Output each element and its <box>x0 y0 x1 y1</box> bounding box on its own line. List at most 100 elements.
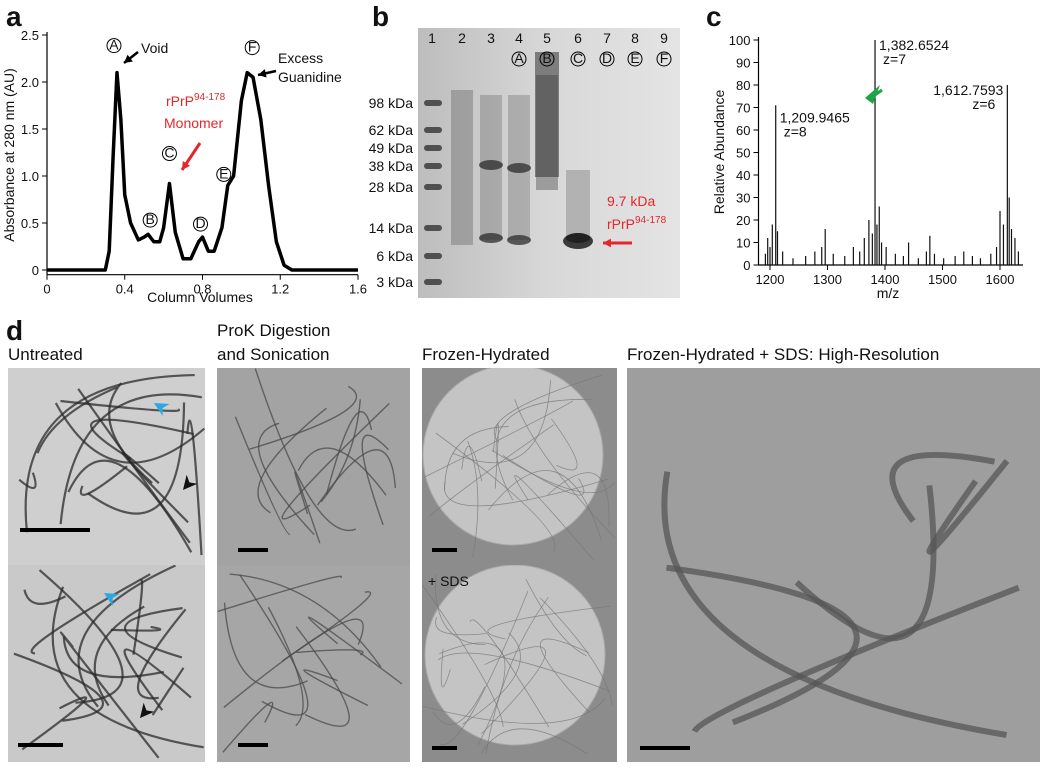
y-tick-label: 40 <box>736 168 750 183</box>
arrow-head <box>865 85 880 104</box>
fibril <box>234 416 291 536</box>
peak-label: 1,612.7593 <box>933 82 1003 98</box>
fibril <box>18 472 37 489</box>
fibril <box>437 652 611 692</box>
data-line <box>47 70 358 272</box>
fibril <box>93 605 145 707</box>
peak-letter: A <box>109 37 119 53</box>
fibril <box>691 584 1020 734</box>
fibril <box>547 472 610 527</box>
micrograph <box>217 565 410 762</box>
y-tick-label: 0.5 <box>21 216 39 231</box>
fibril <box>467 440 479 558</box>
gel-band <box>563 233 593 249</box>
micrograph-title: ProK Digestion <box>217 321 330 340</box>
fibril <box>257 422 315 536</box>
fibril <box>229 573 382 668</box>
arrowhead-marker <box>154 403 170 417</box>
lane-number: 5 <box>543 30 551 46</box>
arrow-head <box>603 238 611 248</box>
arrow-head <box>182 161 190 170</box>
peak-label: 1,382.6524 <box>879 37 949 53</box>
annotation-text: rPrP <box>607 216 635 232</box>
gel-band <box>507 235 531 245</box>
y-axis-label: Absorbance at 280 nm (AU) <box>1 68 17 242</box>
fibril <box>77 565 176 708</box>
fraction-marker <box>627 51 643 67</box>
peak-charge: z=7 <box>883 51 906 67</box>
fibril <box>492 423 499 489</box>
lane-smear <box>451 90 473 245</box>
fibril <box>295 626 350 727</box>
fibril <box>87 402 186 515</box>
annotation: Excess <box>278 50 323 66</box>
lane-number: 4 <box>515 30 523 46</box>
micrograph <box>8 368 205 565</box>
x-tick-label: 0 <box>43 282 50 297</box>
band-label: 9.7 kDa <box>607 193 655 209</box>
arrowhead-marker <box>104 593 120 607</box>
marker-label: 28 kDa <box>369 179 414 195</box>
fibril <box>514 475 594 561</box>
fibril <box>308 616 403 685</box>
y-tick-label: 60 <box>736 123 750 138</box>
ladder-band <box>424 225 442 231</box>
ladder-band <box>424 163 442 169</box>
marker-label: 62 kDa <box>369 122 414 138</box>
fibril <box>493 374 603 443</box>
panel-label: c <box>706 1 722 32</box>
ladder-band <box>424 184 442 190</box>
marker-label: 14 kDa <box>369 220 414 236</box>
fibril <box>440 648 451 688</box>
panel-label: d <box>6 315 23 346</box>
fibril <box>320 399 361 503</box>
fibril <box>432 686 486 725</box>
micrograph-title: Frozen-Hydrated <box>422 345 550 364</box>
lane-smear <box>566 170 590 240</box>
inset-label: + SDS <box>428 573 469 589</box>
annotation-sup: 94-178 <box>194 92 226 103</box>
marker-label: 49 kDa <box>369 140 414 156</box>
y-tick-label: 20 <box>736 213 750 228</box>
fraction-letter: D <box>602 50 612 66</box>
annotation: Monomer <box>164 115 223 131</box>
y-tick-label: 70 <box>736 101 750 116</box>
fibril <box>62 636 164 679</box>
fraction-marker <box>511 51 527 67</box>
fraction-letter: F <box>660 50 669 66</box>
lane-smear <box>535 52 559 177</box>
peak-charge: z=6 <box>972 96 995 112</box>
lane-number: 2 <box>458 30 466 46</box>
arrow-head <box>124 54 133 63</box>
annotation: rPrP94-178 <box>166 92 226 109</box>
fraction-marker <box>539 51 555 67</box>
ladder-band <box>424 145 442 151</box>
fibril <box>77 388 191 544</box>
fibril <box>422 698 606 724</box>
fraction-marker <box>656 51 672 67</box>
fraction-letter: B <box>542 50 551 66</box>
fibril <box>217 575 343 613</box>
peak-marker <box>193 216 208 232</box>
y-tick-label: 80 <box>736 78 750 93</box>
marker-label: 98 kDa <box>369 95 414 111</box>
gel-band <box>479 160 503 170</box>
annotation-sup: 94-178 <box>635 215 667 226</box>
annotation-text: rPrP <box>166 93 194 109</box>
x-axis-label: m/z <box>877 285 900 301</box>
x-tick-label: 0.8 <box>193 282 211 297</box>
lane-number: 1 <box>428 30 436 46</box>
lane-number: 8 <box>631 30 639 46</box>
micrograph-background <box>627 368 1040 762</box>
gel-bands <box>424 52 593 285</box>
fibril <box>51 586 204 749</box>
marker-label: 6 kDa <box>376 248 413 264</box>
grid-hole <box>422 368 604 546</box>
peak-letter: D <box>195 215 205 231</box>
fibril <box>428 424 554 517</box>
fibril <box>422 585 504 727</box>
x-tick-label: 1200 <box>756 272 785 287</box>
y-axis-label: Relative Abundance <box>711 90 727 215</box>
fibril <box>108 382 153 484</box>
fibril <box>67 459 193 553</box>
